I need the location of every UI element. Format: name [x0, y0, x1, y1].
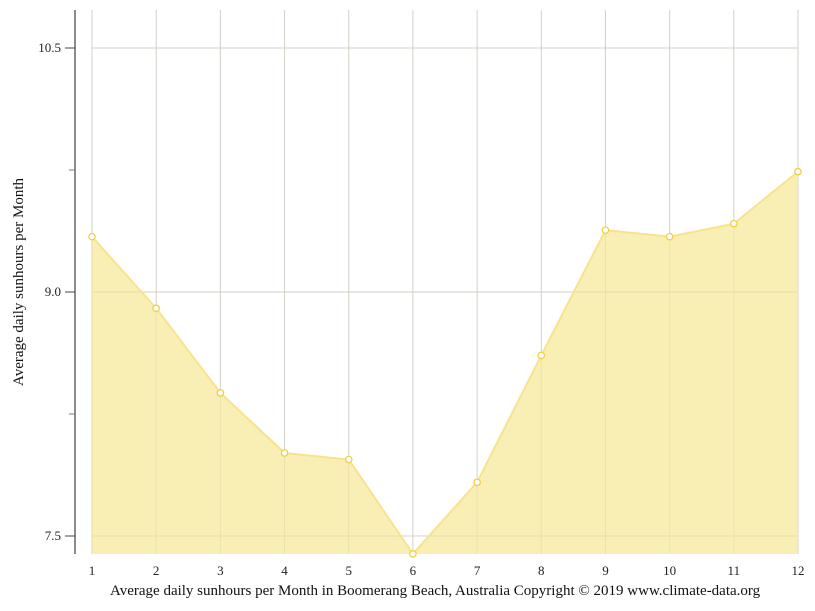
x-tick-label: 10	[663, 563, 676, 578]
x-tick-label: 7	[474, 563, 481, 578]
x-tick-label: 11	[728, 563, 741, 578]
chart-caption: Average daily sunhours per Month in Boom…	[110, 583, 761, 599]
x-tick-label: 4	[281, 563, 288, 578]
data-point-marker	[473, 478, 481, 487]
y-tick-label: 9.0	[45, 284, 61, 299]
x-tick-label: 8	[538, 563, 545, 578]
y-tick-label: 7.5	[45, 528, 61, 543]
data-point-marker	[794, 167, 802, 176]
data-point-marker	[537, 351, 546, 360]
data-point-marker	[88, 232, 96, 241]
x-tick-label: 2	[153, 563, 160, 578]
data-point-marker	[409, 550, 417, 558]
x-axis-tick-labels: 1 2 3 4 5 6 7 8 9 10 11 12	[89, 563, 805, 578]
data-point-marker	[344, 455, 353, 464]
x-tick-label: 1	[89, 563, 96, 578]
data-line	[91, 170, 799, 556]
x-tick-label: 5	[345, 563, 352, 578]
y-tick-label: 10.5	[38, 40, 61, 55]
x-tick-label: 9	[602, 563, 609, 578]
data-point-marker	[665, 232, 674, 241]
area-fill	[92, 171, 798, 555]
y-axis-title: Average daily sunhours per Month	[11, 178, 27, 387]
data-point-marker	[729, 219, 738, 228]
x-tick-label: 3	[217, 563, 224, 578]
gridlines-overlay	[91, 10, 799, 554]
x-tick-label: 6	[410, 563, 417, 578]
data-point-marker	[152, 304, 161, 313]
data-point-markers	[88, 167, 802, 558]
data-point-marker	[216, 389, 225, 397]
x-tick-label: 12	[792, 563, 805, 578]
y-axis-ticks: 7.5 9.0 10.5	[38, 40, 75, 543]
data-point-marker	[601, 226, 610, 235]
data-point-marker	[280, 449, 289, 457]
